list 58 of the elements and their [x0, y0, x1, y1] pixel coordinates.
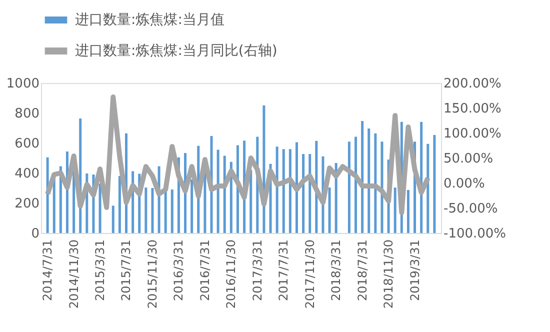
- y2-tick-label: -50.00%: [444, 202, 498, 216]
- bar: [426, 144, 430, 233]
- legend-label: 进口数量:炼焦煤:当月同比(右轴): [75, 43, 278, 59]
- bar: [190, 179, 194, 233]
- bar: [250, 170, 252, 233]
- y-tick-label: 200: [14, 196, 40, 212]
- bar: [118, 176, 121, 233]
- bar: [288, 149, 292, 233]
- x-tick-label: 2015/7/31: [119, 240, 134, 302]
- bar: [302, 154, 305, 233]
- x-tick-label: 2016/3/31: [172, 240, 186, 302]
- bar: [328, 188, 331, 233]
- x-tick-label: 2014/11/30: [66, 240, 81, 309]
- x-tick-label: 2018/11/30: [382, 240, 396, 309]
- bar: [433, 135, 436, 233]
- bar: [216, 150, 220, 233]
- bar: [151, 188, 154, 233]
- y-tick-label: 1000: [6, 76, 40, 92]
- bar: [406, 190, 410, 233]
- bar: [170, 190, 174, 233]
- bar: [308, 154, 312, 233]
- bar: [361, 120, 364, 233]
- legend-label: 进口数量:炼焦煤:当月值: [75, 12, 224, 28]
- x-tick-label: 2018/7/31: [355, 240, 370, 302]
- x-tick-label: 2016/11/30: [224, 240, 238, 309]
- bar: [164, 190, 167, 233]
- bar: [368, 128, 370, 233]
- y2-tick-label: 0.00%: [444, 176, 485, 192]
- x-tick-label: 2017/7/31: [276, 240, 291, 302]
- bar: [98, 184, 102, 233]
- y2-tick-label: 150.00%: [444, 102, 502, 116]
- bar: [112, 206, 114, 233]
- x-tick-label: 2015/11/30: [145, 240, 160, 309]
- y2-tick-label: 100.00%: [444, 126, 502, 142]
- x-tick-label: 2016/7/31: [198, 240, 212, 302]
- bar: [354, 136, 358, 233]
- y-tick-label: 800: [14, 106, 40, 122]
- x-tick-label: 2019/3/31: [408, 240, 422, 302]
- bar: [144, 188, 148, 233]
- bar: [276, 146, 278, 233]
- bar: [394, 188, 396, 233]
- bar: [295, 142, 298, 233]
- y2-tick-label: -100.00%: [444, 226, 506, 242]
- bar: [282, 149, 285, 233]
- bar: [380, 142, 384, 233]
- x-tick-label: 2015/3/31: [93, 240, 108, 302]
- bar: [72, 172, 76, 233]
- y2-tick-label: 50.00%: [444, 152, 494, 166]
- x-tick-label: 2017/3/31: [250, 240, 264, 302]
- y-tick-label: 400: [14, 166, 40, 182]
- x-tick-label: 2014/7/31: [40, 240, 55, 302]
- y-tick-label: 600: [14, 136, 40, 152]
- bar: [374, 133, 377, 233]
- y-tick-label: 0: [31, 226, 40, 242]
- bar: [348, 142, 350, 233]
- x-tick-label: 2018/3/31: [329, 240, 344, 302]
- x-tick-label: 2017/11/30: [302, 240, 317, 309]
- y2-tick-label: 200.00%: [444, 76, 502, 92]
